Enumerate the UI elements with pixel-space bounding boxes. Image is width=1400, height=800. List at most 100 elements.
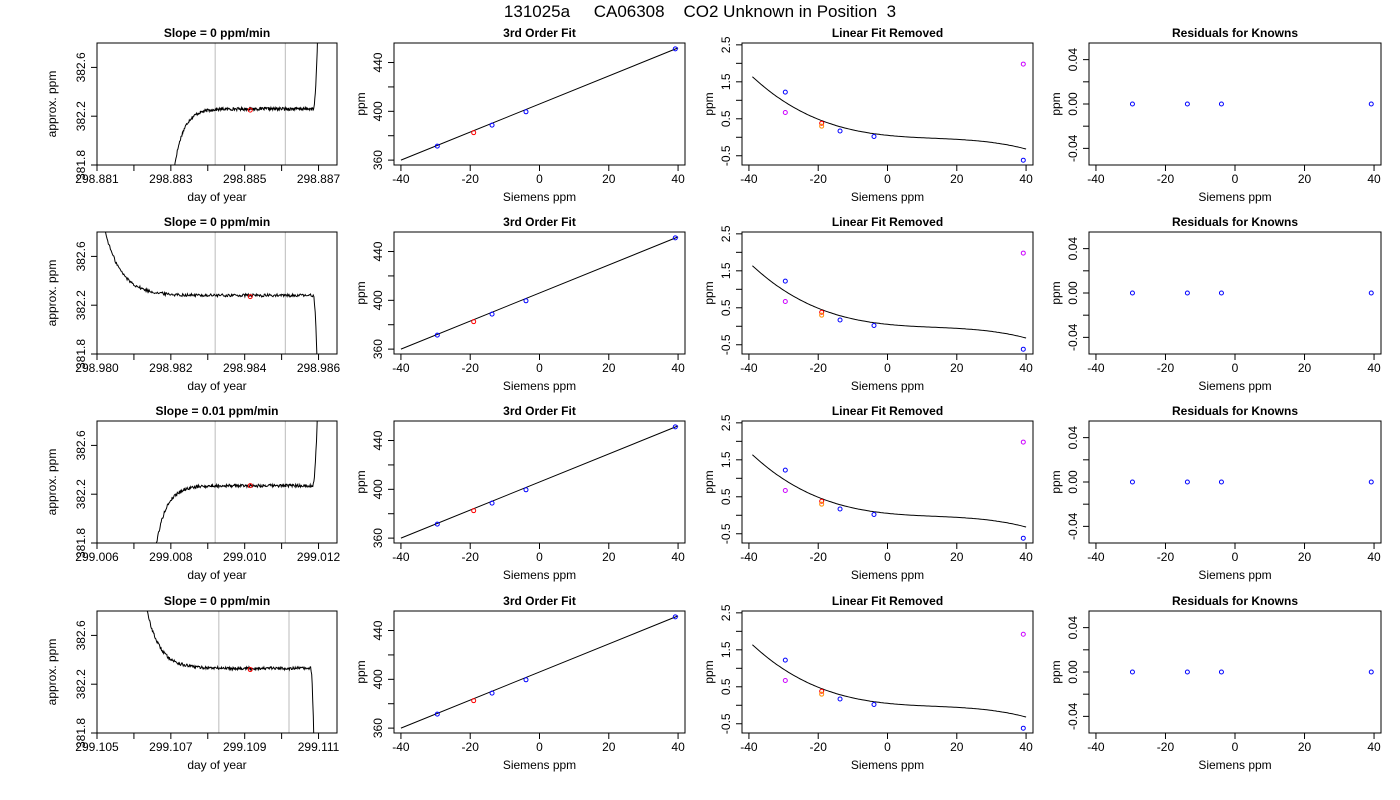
plot-title: Residuals for Knowns	[1172, 594, 1298, 608]
unknown-point	[471, 319, 477, 325]
x-tick-label: 20	[950, 740, 964, 754]
y-tick-label: 381.8	[74, 339, 88, 369]
x-axis-label: Siemens ppm	[1198, 758, 1271, 772]
x-tick-label: 298.986	[297, 361, 341, 375]
known-point	[782, 89, 788, 95]
y-tick-label: 2.5	[719, 36, 733, 53]
fit-line	[400, 615, 679, 729]
known-point	[871, 323, 877, 329]
x-tick-label: -20	[462, 361, 480, 375]
known-point	[782, 278, 788, 284]
x-tick-label: -40	[1087, 172, 1105, 186]
known-point	[782, 657, 788, 663]
y-axis-label: ppm	[354, 660, 368, 683]
unknown-mean-point	[247, 667, 253, 673]
known-point	[1129, 101, 1135, 107]
known-point	[871, 134, 877, 140]
x-tick-label: 298.885	[223, 172, 267, 186]
y-tick-label: 2.5	[719, 414, 733, 431]
known-point	[489, 122, 495, 128]
plot-title: Residuals for Knowns	[1172, 404, 1298, 418]
plot-frame	[1088, 42, 1382, 166]
unknown-mean-point	[247, 107, 253, 113]
plot-frame	[741, 231, 1034, 355]
x-tick-label: -20	[1157, 550, 1175, 564]
y-tick-label: -0.04	[1066, 512, 1080, 540]
panel-r4-c1: Slope = 0 ppm/min 299.105 299.107 299.109 29…	[45, 594, 340, 772]
outlier-point	[1020, 61, 1026, 67]
y-tick-label: 2.5	[719, 225, 733, 242]
known-point	[523, 298, 529, 304]
y-tick-label: 381.8	[74, 150, 88, 180]
y-tick-label: 0.04	[1066, 426, 1080, 450]
cubic-fit-curve	[752, 76, 1027, 150]
x-tick-label: 40	[671, 740, 685, 754]
plot-area	[400, 46, 679, 161]
known-point	[1218, 479, 1224, 485]
x-tick-label: 0	[1232, 172, 1239, 186]
y-tick-label: 0.00	[1066, 470, 1080, 494]
outlier-point	[782, 110, 788, 116]
known-point	[837, 506, 843, 512]
plot-area	[1129, 290, 1374, 296]
plot-frame	[1088, 420, 1382, 544]
y-tick-label: 400	[371, 290, 385, 310]
x-tick-label: 40	[671, 172, 685, 186]
panel-r3-c1: Slope = 0.01 ppm/min 299.006 299.008 299.01…	[45, 404, 341, 582]
panel-r3-c3: Linear Fit Removed -40 -20 0 20 40 Siemens ppm…	[702, 404, 1034, 582]
plot-title: Residuals for Knowns	[1172, 215, 1298, 229]
plot-title: 3rd Order Fit	[503, 404, 576, 418]
y-axis-label: approx. ppm	[45, 260, 59, 327]
y-axis-label: ppm	[702, 470, 716, 493]
x-tick-label: 20	[950, 550, 964, 564]
unknown-point	[471, 508, 477, 514]
x-tick-label: 40	[1019, 361, 1033, 375]
unknown_alt-point	[819, 691, 825, 697]
plot-area	[155, 421, 318, 543]
x-axis-label: Siemens ppm	[851, 379, 924, 393]
plot-area	[104, 232, 318, 354]
known-point	[1020, 725, 1026, 731]
plot-area	[400, 614, 679, 729]
unknown_alt-point	[819, 312, 825, 318]
page-title: 131025a CA06308 CO2 Unknown in Position …	[503, 2, 897, 21]
plot-area	[400, 424, 679, 539]
panel-r3-c4: Residuals for Knowns -40 -20 0 20 40 Siemens p…	[1049, 404, 1382, 582]
plot-area	[1129, 101, 1374, 107]
y-axis-label: ppm	[702, 660, 716, 683]
y-tick-label: 400	[371, 101, 385, 121]
y-tick-label: 440	[371, 52, 385, 72]
known-point	[1184, 290, 1190, 296]
cubic-fit-curve	[752, 644, 1027, 718]
y-tick-label: 382.2	[74, 669, 88, 699]
x-axis-label: Siemens ppm	[1198, 190, 1271, 204]
panel-r1-c1: Slope = 0 ppm/min 298.881 298.883 298.885 29…	[45, 26, 341, 204]
panel-r4-c4: Residuals for Knowns -40 -20 0 20 40 Siemens p…	[1049, 594, 1382, 772]
y-tick-label: 382.2	[74, 479, 88, 509]
plot-frame	[96, 420, 338, 544]
known-point	[434, 711, 440, 717]
plot-title: Slope = 0 ppm/min	[164, 215, 270, 229]
y-axis-label: ppm	[702, 281, 716, 304]
x-tick-label: 0	[536, 550, 543, 564]
y-tick-label: 2.5	[719, 604, 733, 621]
x-tick-label: -40	[740, 361, 758, 375]
x-tick-label: 299.109	[223, 740, 267, 754]
y-tick-label: 0.00	[1066, 660, 1080, 684]
known-point	[1129, 290, 1135, 296]
x-tick-label: -20	[810, 740, 828, 754]
x-tick-label: 40	[1367, 361, 1381, 375]
plot-title: Slope = 0 ppm/min	[164, 26, 270, 40]
x-tick-label: 20	[602, 172, 616, 186]
x-tick-label: 298.881	[75, 172, 119, 186]
x-axis-label: Siemens ppm	[1198, 379, 1271, 393]
x-axis-label: Siemens ppm	[503, 379, 576, 393]
plot-frame	[96, 610, 338, 734]
known-point	[1184, 479, 1190, 485]
known-point	[672, 235, 678, 241]
y-tick-label: 0.04	[1066, 237, 1080, 261]
plot-frame	[741, 610, 1034, 734]
x-tick-label: 40	[1019, 740, 1033, 754]
y-tick-label: 0.04	[1066, 616, 1080, 640]
plot-title: Slope = 0.01 ppm/min	[155, 404, 278, 418]
